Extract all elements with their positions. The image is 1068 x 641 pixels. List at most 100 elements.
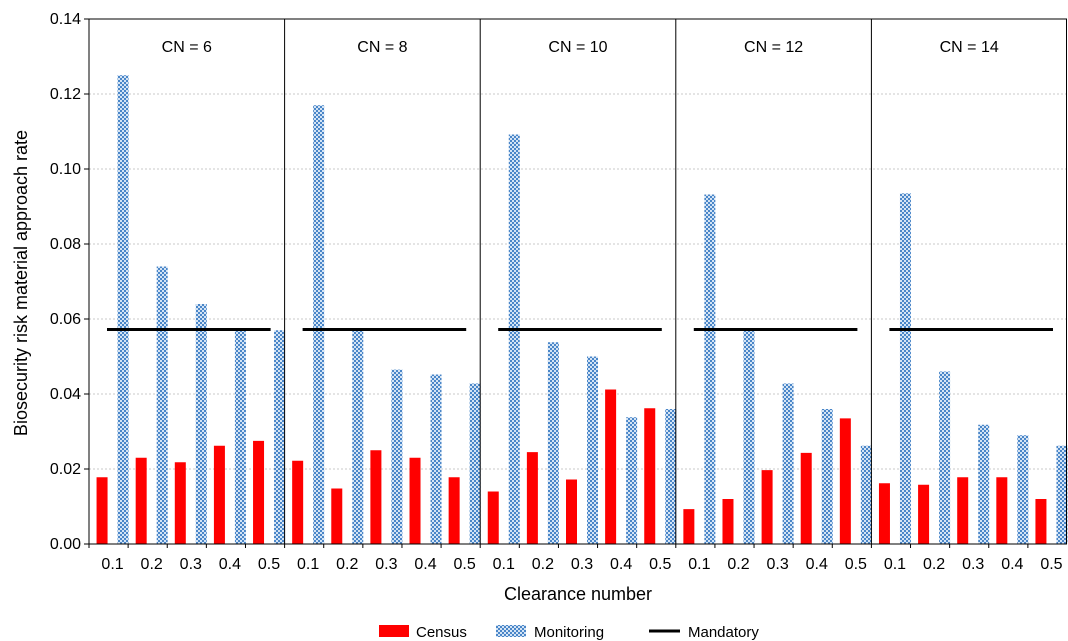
x-tick-label: 0.4	[610, 556, 632, 573]
census-bar	[526, 452, 538, 544]
x-tick-label: 0.4	[806, 556, 828, 573]
labels: 0.00 0.02 0.04 0.06 0.08 0.10 0.12 0.14 CN = 6 0.…	[50, 11, 1063, 573]
census-bar	[409, 457, 421, 544]
x-tick-label: 0.2	[336, 556, 358, 573]
legend-monitoring-swatch	[496, 625, 526, 637]
panel-title: CN = 8	[357, 39, 407, 56]
census-bar	[761, 470, 773, 544]
monitoring-bar	[782, 383, 794, 544]
census-bar	[448, 477, 460, 544]
panel-title: CN = 14	[940, 39, 999, 56]
panel-title: CN = 10	[548, 39, 607, 56]
x-tick-label: 0.3	[962, 556, 984, 573]
x-axis-title: Clearance number	[504, 584, 652, 604]
legend-census-label: Census	[416, 624, 467, 641]
x-tick-label: 0.2	[923, 556, 945, 573]
census-bar	[331, 488, 343, 544]
census-bar	[370, 450, 382, 544]
plot-frame	[84, 18, 1067, 548]
monitoring-bar	[469, 383, 481, 544]
x-tick-label: 0.1	[101, 556, 123, 573]
monitoring-bar	[274, 330, 286, 544]
census-bar	[174, 462, 186, 544]
monitoring-bar	[939, 371, 951, 544]
monitoring-bar	[743, 331, 755, 544]
census-bar	[213, 445, 225, 544]
census-bar	[839, 418, 851, 544]
gridlines	[89, 93, 1067, 470]
census-bar	[722, 499, 734, 544]
monitoring-bar	[391, 369, 403, 544]
monitoring-bar	[899, 193, 911, 544]
x-tick-label: 0.5	[1040, 556, 1062, 573]
y-tick-label: 0.02	[50, 461, 81, 478]
monitoring-bar	[195, 304, 207, 544]
monitoring-bar	[352, 330, 364, 544]
census-bar	[957, 477, 969, 544]
monitoring-bar	[430, 374, 442, 544]
x-tick-label: 0.1	[493, 556, 515, 573]
x-tick-label: 0.5	[845, 556, 867, 573]
x-tick-label: 0.4	[219, 556, 241, 573]
census-bar	[1035, 499, 1047, 544]
monitoring-bar	[1017, 435, 1029, 544]
census-bar	[253, 440, 265, 544]
y-tick-label: 0.10	[50, 161, 81, 178]
monitoring-bar	[587, 356, 598, 544]
census-bar	[683, 509, 695, 544]
x-tick-label: 0.5	[258, 556, 280, 573]
x-tick-label: 0.3	[766, 556, 788, 573]
monitoring-bar	[704, 194, 716, 544]
y-tick-label: 0.08	[50, 236, 81, 253]
legend-mandatory-label: Mandatory	[688, 624, 759, 641]
x-tick-label: 0.1	[884, 556, 906, 573]
x-tick-label: 0.3	[180, 556, 202, 573]
y-tick-label: 0.14	[50, 11, 81, 28]
census-bar	[644, 408, 656, 544]
x-tick-label: 0.2	[141, 556, 163, 573]
x-tick-label: 0.3	[375, 556, 397, 573]
monitoring-bar	[156, 266, 168, 544]
x-tick-label: 0.2	[727, 556, 749, 573]
x-tick-label: 0.3	[571, 556, 593, 573]
bars	[96, 75, 1068, 544]
y-tick-label: 0.00	[50, 536, 81, 553]
monitoring-bar	[860, 445, 872, 544]
y-tick-label: 0.04	[50, 386, 81, 403]
census-bar	[918, 484, 930, 544]
census-bar	[292, 460, 304, 544]
panel-title: CN = 12	[744, 39, 803, 56]
monitoring-bar	[626, 417, 638, 544]
census-bar	[800, 452, 812, 544]
y-tick-label: 0.12	[50, 86, 81, 103]
x-tick-label: 0.4	[1001, 556, 1023, 573]
census-bar	[96, 477, 108, 544]
monitoring-bar	[313, 105, 325, 544]
monitoring-bar	[234, 330, 246, 544]
census-bar	[566, 479, 577, 544]
census-bar	[878, 483, 890, 544]
monitoring-bar	[117, 75, 129, 544]
legend-monitoring-label: Monitoring	[534, 624, 604, 641]
panel-title: CN = 6	[162, 39, 212, 56]
x-tick-label: 0.4	[414, 556, 436, 573]
plot-border	[88, 18, 1067, 545]
census-bar	[605, 389, 617, 544]
y-tick-label: 0.06	[50, 311, 81, 328]
x-tick-label: 0.1	[297, 556, 319, 573]
census-bar	[487, 491, 499, 544]
monitoring-bar	[547, 342, 559, 544]
monitoring-bar	[1056, 445, 1068, 544]
monitoring-bar	[978, 424, 990, 544]
census-bar	[135, 457, 147, 544]
monitoring-bar	[665, 409, 677, 544]
monitoring-bar	[821, 409, 833, 544]
y-axis-title: Biosecurity risk material approach rate	[11, 130, 31, 436]
legend-census-swatch	[379, 625, 409, 637]
monitoring-bar	[508, 134, 520, 544]
legend: Census Monitoring Mandatory	[379, 624, 759, 641]
x-tick-label: 0.1	[688, 556, 710, 573]
census-bar	[996, 477, 1008, 544]
x-tick-label: 0.5	[454, 556, 476, 573]
